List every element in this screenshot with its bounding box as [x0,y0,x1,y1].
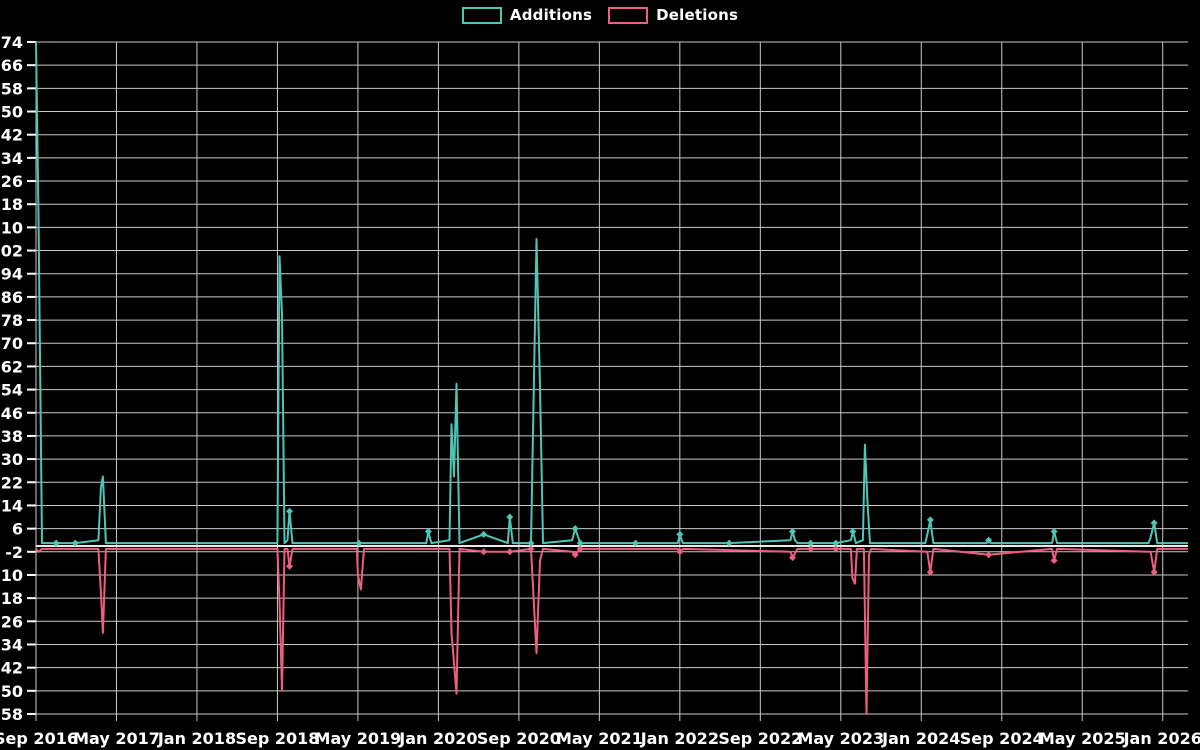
y-axis-tick-label: 54 [1,381,23,400]
additions-point-marker [926,516,934,524]
additions-point-marker [480,530,488,538]
deletions-point-marker [676,548,684,556]
deletions-point-marker [926,568,934,576]
x-axis-tick-label: May 2025 [1039,729,1126,748]
x-axis-tick-label: May 2019 [315,729,402,748]
y-axis-tick-label: 46 [1,404,23,423]
additions-swatch-icon [461,6,502,24]
y-axis-tick-label: 142 [0,126,23,145]
additions-point-marker [506,513,514,521]
y-axis-tick-label: 14 [1,496,23,515]
deletions-point-marker [571,551,579,559]
additions-point-marker [632,539,640,547]
x-axis-tick-label: Sep 2018 [235,729,319,748]
deletions-point-marker [480,548,488,556]
x-axis-tick-label: Sep 2020 [477,729,561,748]
deletions-swatch-icon [608,6,649,24]
y-axis-tick-label: 134 [0,149,23,168]
additions-point-marker [725,539,733,547]
additions-point-marker [71,539,79,547]
x-axis-tick-label: Jan 2020 [398,729,477,748]
deletions-point-marker [576,545,584,553]
y-axis-tick-label: 102 [0,242,23,261]
y-axis-tick-label: 174 [0,33,23,52]
additions-point-marker [1150,519,1158,527]
y-axis-tick-label: 70 [1,334,23,353]
additions-point-marker [355,539,363,547]
deletions-point-marker [789,554,797,562]
x-axis-tick-label: Sep 2024 [960,729,1044,748]
additions-point-marker [527,539,535,547]
additions-point-marker [52,539,60,547]
deletions-point-marker [286,562,294,570]
x-axis-tick-label: Sep 2016 [0,729,78,748]
y-axis-tick-label: 118 [0,195,23,214]
deletions-point-marker [807,545,815,553]
additions-point-marker [286,507,294,515]
additions-point-marker [832,539,840,547]
additions-line [35,41,1188,545]
additions-point-marker [789,528,797,536]
y-axis-tick-label: 158 [0,79,23,98]
y-axis-tick-label: -2 [5,543,23,562]
x-axis-tick-label: Sep 2022 [718,729,802,748]
y-axis-tick-label: 22 [1,473,23,492]
additions-point-marker [424,528,432,536]
y-axis-tick-label: -58 [0,705,23,724]
deletions-legend-label: Deletions [656,6,739,24]
x-axis-tick-label: Jan 2024 [881,729,960,748]
y-axis-tick-label: 86 [1,288,23,307]
x-axis-tick-label: Jan 2022 [640,729,719,748]
x-axis-tick-label: Jan 2018 [157,729,236,748]
deletions-point-marker [1150,568,1158,576]
y-axis-tick-label: 150 [0,103,23,122]
deletions-point-marker [832,545,840,553]
y-axis-tick-label: 30 [1,450,23,469]
chart-legend: Additions Deletions [0,6,1200,24]
additions-point-marker [985,536,993,544]
x-axis-tick-label: May 2023 [797,729,884,748]
y-axis-tick-label: 78 [1,311,23,330]
y-axis-tick-label: 126 [0,172,23,191]
x-axis-tick-label: Jan 2026 [1123,729,1200,748]
deletions-point-marker [1050,556,1058,564]
additions-legend-label: Additions [509,6,593,24]
legend-item-deletions[interactable]: Deletions [608,6,738,24]
y-axis-tick-label: -50 [0,682,23,701]
y-axis-tick-label: 94 [1,265,23,284]
legend-item-additions[interactable]: Additions [461,6,593,24]
y-axis-tick-label: -18 [0,589,23,608]
y-axis-tick-label: -10 [0,566,23,585]
y-axis-tick-label: 166 [0,56,23,75]
additions-point-marker [1050,528,1058,536]
y-axis-tick-label: -34 [0,635,23,654]
additions-point-marker [576,539,584,547]
y-axis-tick-label: -26 [0,612,23,631]
deletions-point-marker [985,551,993,559]
x-axis-tick-label: May 2017 [73,729,160,748]
deletions-line [35,547,1188,715]
additions-point-marker [676,530,684,538]
y-axis-tick-label: 62 [1,357,23,376]
additions-point-marker [849,528,857,536]
y-axis-tick-label: 38 [1,427,23,446]
y-axis-tick-label: -42 [0,659,23,678]
deletions-point-marker [527,545,535,553]
additions-point-marker [571,525,579,533]
y-axis-tick-label: 110 [0,218,23,237]
y-axis-tick-label: 6 [12,520,23,539]
additions-point-marker [807,539,815,547]
x-axis-tick-label: May 2021 [556,729,643,748]
deletions-point-marker [506,548,514,556]
